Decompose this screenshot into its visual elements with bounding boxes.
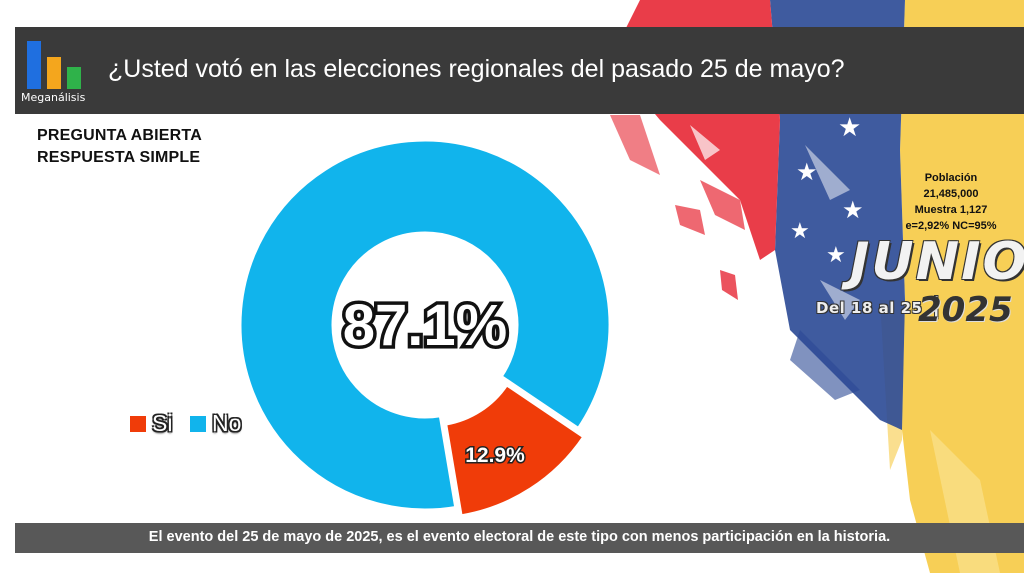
legend-label-si: Si — [152, 410, 173, 436]
badge-date-range: Del 18 al 25 | — [816, 294, 941, 319]
svg-text:★: ★ — [838, 113, 861, 143]
legend-item-no: No — [190, 410, 241, 437]
legend-item-si: Si — [130, 410, 172, 437]
svg-text:★: ★ — [826, 243, 846, 268]
footer-bar: El evento del 25 de mayo de 2025, es el … — [15, 523, 1024, 553]
badge-range-prefix: Del — [816, 299, 846, 317]
poll-technical-sheet: Población 21,485,000 Muestra 1,127 e=2,9… — [886, 170, 1016, 234]
svg-text:★: ★ — [790, 219, 810, 244]
page-title: ¿Usted votó en las elecciones regionales… — [108, 55, 845, 83]
question-type-line-1: PREGUNTA ABIERTA — [37, 127, 202, 144]
pie-slice-si — [443, 382, 586, 518]
svg-text:★: ★ — [796, 158, 818, 186]
badge-range-from: 18 — [851, 299, 873, 317]
data-label-no: 87.1% — [343, 293, 507, 358]
legend-swatch-si — [130, 415, 146, 432]
pie-slice-no — [238, 138, 612, 512]
data-label-si: 12.9% — [465, 444, 525, 467]
meganalisis-logo: Meganálisis — [21, 37, 86, 104]
question-type-line-2: RESPUESTA SIMPLE — [37, 149, 201, 166]
footer-note: El evento del 25 de mayo de 2025, es el … — [148, 529, 891, 545]
badge-month: JUNIO — [850, 232, 1024, 292]
population-label: Población — [924, 172, 978, 184]
badge-range-to: 25 — [900, 299, 923, 317]
sample-size: Muestra 1,127 — [914, 204, 988, 216]
bar-chart-icon — [25, 39, 85, 89]
svg-text:★: ★ — [842, 196, 864, 224]
legend-swatch-no — [190, 415, 206, 432]
badge-range-mid: al — [878, 299, 895, 317]
legend-label-no: No — [212, 410, 242, 436]
question-type: PREGUNTA ABIERTA RESPUESTA SIMPLE — [37, 125, 202, 169]
logo-text: Meganálisis — [21, 91, 86, 104]
population-value: 21,485,000 — [923, 188, 979, 200]
badge-year: 2025 — [918, 290, 1013, 330]
margin-of-error: e=2,92% NC=95% — [905, 220, 997, 232]
header-bar: Meganálisis ¿Usted votó en las eleccione… — [15, 27, 1024, 114]
